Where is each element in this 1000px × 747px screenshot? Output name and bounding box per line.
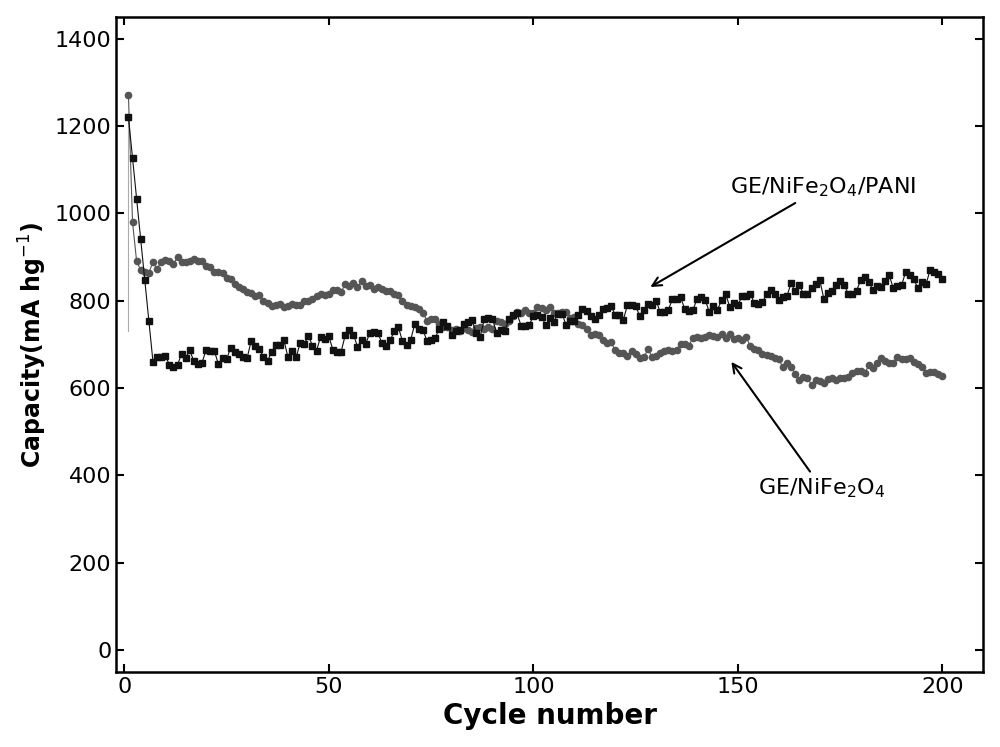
X-axis label: Cycle number: Cycle number (443, 702, 657, 731)
Text: GE/NiFe$_2$O$_4$: GE/NiFe$_2$O$_4$ (733, 364, 886, 500)
Text: GE/NiFe$_2$O$_4$/PANI: GE/NiFe$_2$O$_4$/PANI (652, 176, 916, 286)
Y-axis label: Capacity(mA hg$^{-1}$): Capacity(mA hg$^{-1}$) (17, 221, 49, 468)
